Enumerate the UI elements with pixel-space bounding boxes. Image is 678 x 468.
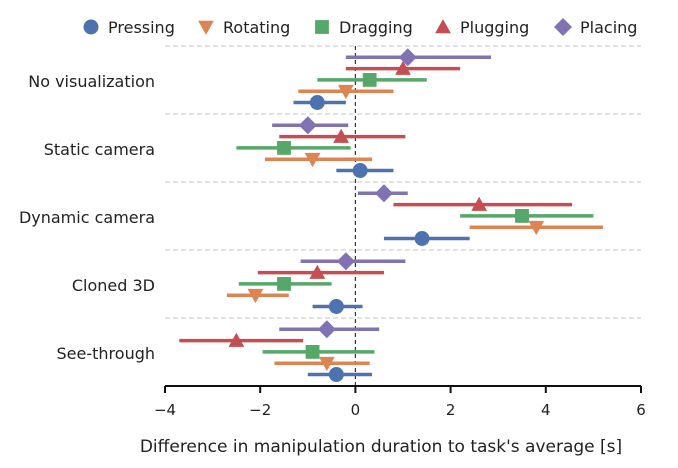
category-labels: No visualization Static camera Dynamic cam…	[19, 72, 155, 363]
marker-rotating-static-camera	[304, 152, 321, 168]
marker-plugging-see-through	[228, 332, 245, 347]
legend-pressing-marker	[83, 19, 99, 35]
marker-pressing-cloned-3d	[328, 299, 344, 314]
marker-placing-see-through	[317, 320, 336, 339]
legend-pressing-label: Pressing	[108, 18, 175, 37]
x-tick-label: 6	[636, 401, 646, 419]
x-axis-label: Difference in manipulation duration to t…	[140, 437, 622, 457]
marker-rotating-dynamic-camera	[528, 220, 545, 236]
marker-placing-no-visualization	[398, 48, 417, 67]
category-label-no-visualization: No visualization	[28, 72, 155, 91]
legend-rotating-marker	[198, 20, 214, 35]
legend-placing-marker	[554, 18, 572, 36]
marker-dragging-static-camera	[277, 141, 291, 155]
marker-placing-cloned-3d	[336, 252, 355, 271]
marker-placing-static-camera	[298, 116, 317, 135]
marker-rotating-no-visualization	[338, 84, 354, 100]
x-tick-label: −4	[154, 401, 176, 419]
x-tick-label: −2	[249, 401, 271, 419]
legend: Pressing Rotating Dragging Plugging Placing	[83, 18, 637, 37]
legend-rotating-label: Rotating	[223, 18, 290, 37]
marker-dragging-no-visualization	[362, 73, 377, 87]
marker-pressing-no-visualization	[309, 95, 325, 110]
group-separators	[165, 45, 641, 319]
x-axis: −4 −2 0 2 4 6	[154, 385, 646, 419]
legend-placing-label: Placing	[580, 18, 637, 37]
marker-placing-dynamic-camera	[374, 184, 393, 203]
marker-pressing-dynamic-camera	[414, 231, 430, 246]
x-tick-label: 0	[351, 401, 361, 419]
category-label-cloned-3d: Cloned 3D	[72, 276, 155, 295]
category-label-see-through: See-through	[57, 344, 155, 363]
x-tick-label: 2	[446, 401, 456, 419]
marker-rotating-see-through	[318, 356, 335, 372]
category-label-static-camera: Static camera	[44, 140, 155, 159]
marker-layer	[228, 48, 545, 382]
legend-dragging-marker	[315, 20, 329, 34]
marker-plugging-static-camera	[333, 128, 349, 143]
marker-pressing-static-camera	[352, 163, 368, 178]
legend-plugging-label: Plugging	[460, 18, 529, 37]
category-label-dynamic-camera: Dynamic camera	[19, 208, 155, 227]
marker-plugging-dynamic-camera	[471, 196, 488, 211]
legend-dragging-label: Dragging	[339, 18, 413, 37]
legend-plugging-marker	[435, 19, 451, 34]
x-tick-label: 4	[541, 401, 551, 419]
marker-dragging-dynamic-camera	[515, 209, 529, 223]
interval-layer	[179, 55, 603, 377]
marker-plugging-cloned-3d	[309, 264, 326, 279]
marker-plugging-no-visualization	[395, 60, 411, 75]
marker-pressing-see-through	[328, 367, 344, 382]
marker-dragging-see-through	[305, 345, 320, 359]
marker-dragging-cloned-3d	[277, 277, 291, 291]
marker-rotating-cloned-3d	[247, 288, 264, 304]
